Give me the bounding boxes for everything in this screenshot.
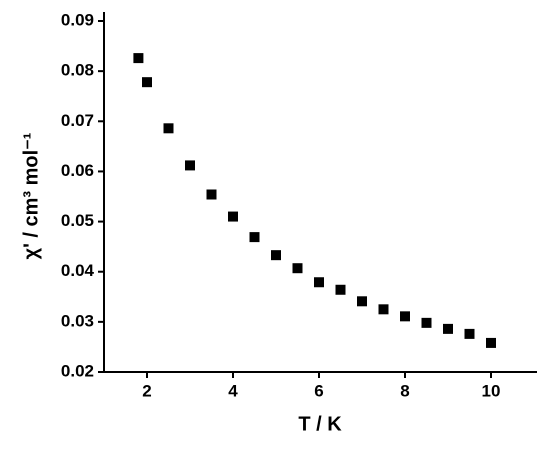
point: [163, 123, 174, 134]
y-axis-label: χ' / cm³ mol⁻¹: [20, 132, 42, 259]
point: [400, 311, 410, 322]
point: [357, 296, 367, 307]
x-tick-label: 10: [482, 381, 501, 400]
point: [421, 317, 432, 328]
point: [335, 284, 346, 295]
y-tick-label: 0.06: [61, 161, 94, 180]
y-tick-label: 0.07: [61, 111, 94, 130]
point: [378, 304, 389, 315]
x-tick-label: 4: [228, 381, 238, 400]
x-tick-label: 8: [400, 381, 409, 400]
y-tick-label: 0.04: [61, 261, 95, 280]
point: [249, 232, 260, 243]
x-tick-label: 6: [314, 381, 323, 400]
point: [228, 211, 238, 222]
point: [142, 77, 152, 88]
point: [185, 160, 195, 171]
x-axis-label: T / K: [298, 413, 342, 435]
point: [314, 277, 324, 288]
point: [443, 323, 453, 334]
point: [464, 328, 475, 339]
y-tick-label: 0.05: [61, 211, 94, 230]
y-tick-label: 0.09: [61, 10, 94, 29]
point: [206, 189, 217, 200]
point: [271, 250, 281, 261]
y-tick-label: 0.08: [61, 61, 94, 80]
x-tick-label: 2: [142, 381, 151, 400]
y-tick-label: 0.03: [61, 311, 94, 330]
point: [292, 263, 303, 274]
point: [133, 53, 144, 64]
y-tick-label: 0.02: [61, 361, 94, 380]
point: [486, 337, 496, 348]
